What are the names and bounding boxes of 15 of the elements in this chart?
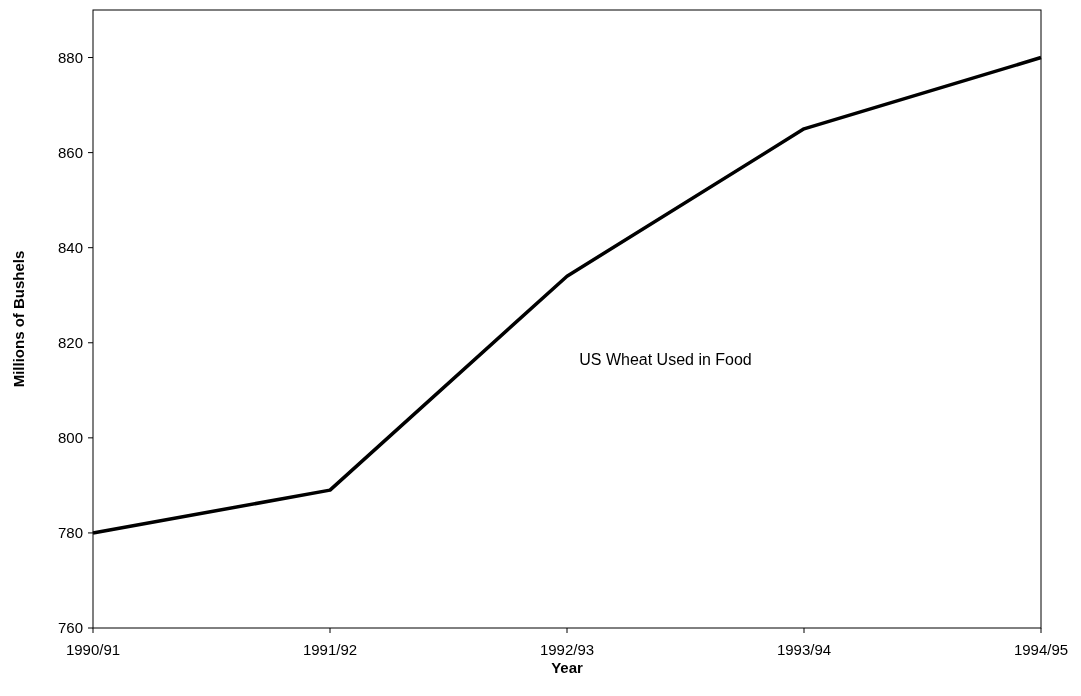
x-tick-label: 1990/91 [65,641,121,658]
x-axis-title: Year [551,659,584,676]
y-tick-label: 840 [57,238,83,256]
y-tick-label: 820 [57,333,83,351]
x-tick-label: 1991/92 [302,641,358,658]
y-tick-label: 880 [57,48,83,66]
x-tick-label: 1994/95 [1013,641,1069,658]
text: US Wheat Used in Food [579,351,752,368]
y-axis-title: Millions of Bushels [10,250,27,388]
y-tick-label: 860 [57,143,83,161]
y-tick-label: 760 [57,619,83,636]
x-tick-label: 1993/94 [776,641,832,658]
y-tick-label: 800 [57,428,83,446]
y-tick-label: 780 [57,523,83,541]
x-tick-label: 1992/93 [539,641,595,658]
